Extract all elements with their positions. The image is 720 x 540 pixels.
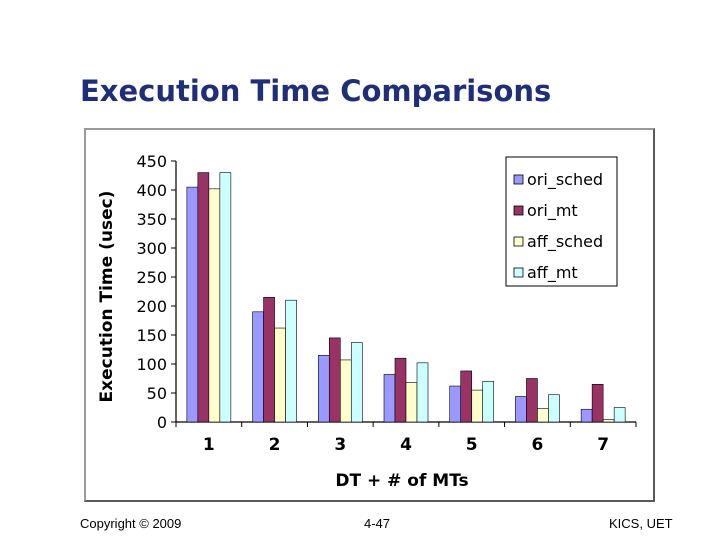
y-tick-label: 300 — [136, 239, 167, 258]
bar-aff-mt-7 — [613, 407, 626, 423]
legend-swatch-ori-sched — [513, 174, 524, 185]
bar-aff-mt-5 — [482, 381, 495, 423]
bar-chart: 0 50 100 150 200 250 300 350 400 450 1 2 3 4 5 6 7 DT + #… — [97, 152, 637, 491]
bar-aff-mt-3 — [350, 342, 363, 423]
y-tick-label: 100 — [136, 355, 167, 374]
y-tick-label: 150 — [136, 326, 167, 345]
bar-aff-mt-6 — [548, 394, 560, 423]
bar-aff-sched-6 — [537, 408, 549, 423]
x-tick-label: 3 — [334, 435, 346, 455]
x-tick-label: 4 — [400, 435, 412, 455]
legend-swatch-ori-mt — [513, 205, 524, 216]
bar-ori-sched-2 — [252, 311, 264, 423]
bar-aff-mt-2 — [285, 299, 297, 423]
bar-ori-mt-7 — [591, 384, 604, 423]
bar-aff-sched-4 — [405, 382, 418, 423]
bar-ori-sched-7 — [580, 408, 593, 423]
legend-label-ori-mt: ori_mt — [527, 201, 578, 221]
y-tick-label: 400 — [136, 181, 167, 200]
bar-ori-sched-5 — [449, 385, 462, 423]
y-tick-label: 200 — [136, 297, 167, 316]
bar-aff-mt-1 — [219, 172, 232, 423]
bar-ori-sched-1 — [186, 186, 199, 423]
bar-ori-mt-2 — [263, 297, 275, 423]
bar-aff-mt-4 — [416, 362, 429, 423]
footer-copyright: Copyright © 2009 — [80, 516, 182, 531]
bar-ori-mt-6 — [526, 378, 538, 423]
bar-ori-sched-6 — [515, 396, 527, 423]
bar-ori-mt-5 — [460, 370, 473, 423]
bar-ori-mt-1 — [197, 172, 210, 423]
bar-ori-mt-4 — [394, 357, 407, 423]
x-tick-label: 7 — [597, 435, 609, 455]
chart-frame: 0 50 100 150 200 250 300 350 400 450 1 2 3 4 5 6 7 DT + #… — [84, 128, 655, 502]
footer-page-number: 4-47 — [364, 516, 391, 531]
x-axis-title: DT + # of MTs — [335, 471, 468, 491]
y-tick-label: 350 — [136, 210, 167, 229]
bar-ori-mt-3 — [328, 337, 341, 423]
bar-ori-sched-3 — [317, 355, 330, 423]
legend-swatch-aff-sched — [513, 236, 524, 247]
legend-label-ori-sched: ori_sched — [527, 170, 603, 190]
bar-ori-sched-4 — [383, 374, 396, 423]
legend-label-aff-sched: aff_sched — [527, 232, 603, 252]
bar-aff-sched-3 — [339, 359, 352, 423]
y-tick-label: 50 — [147, 384, 167, 403]
x-tick-label: 2 — [269, 435, 281, 455]
y-tick-label: 250 — [136, 268, 167, 287]
bar-aff-sched-1 — [208, 188, 221, 423]
y-tick-label: 450 — [136, 152, 167, 171]
footer-organization: KICS, UET — [609, 516, 673, 531]
y-axis-title: Execution Time (usec) — [97, 191, 117, 403]
x-tick-label: 6 — [532, 435, 544, 455]
bar-aff-sched-5 — [471, 389, 484, 423]
y-tick-label: 0 — [157, 413, 167, 432]
x-tick-label: 1 — [203, 435, 215, 455]
bar-aff-sched-7 — [602, 419, 615, 423]
legend-label-aff-mt: aff_mt — [527, 263, 578, 283]
x-tick-label: 5 — [466, 435, 478, 455]
legend-box — [505, 156, 618, 287]
legend-swatch-aff-mt — [513, 267, 524, 278]
slide-title: Execution Time Comparisons — [80, 74, 552, 108]
bar-aff-sched-2 — [274, 327, 286, 423]
